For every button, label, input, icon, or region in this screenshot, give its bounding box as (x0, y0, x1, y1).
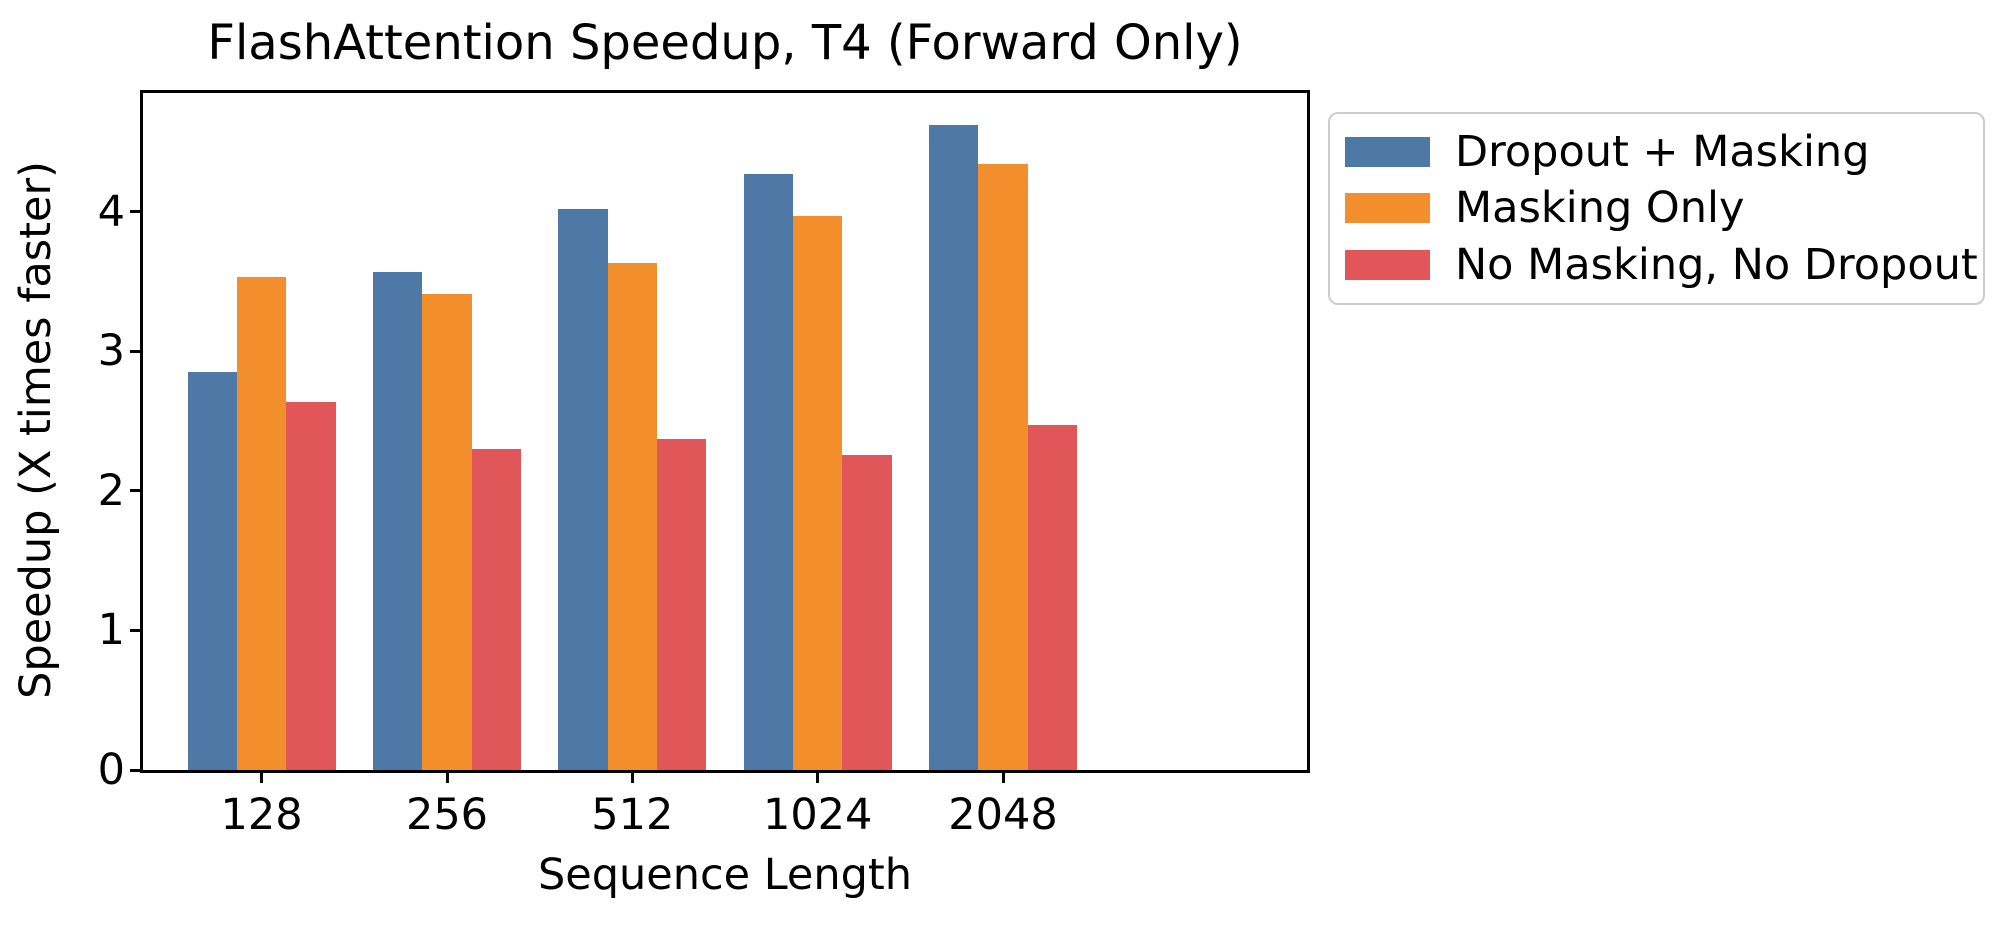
x-axis-label: Sequence Length (537, 850, 913, 900)
y-tick-label: 3 (97, 326, 125, 377)
x-tick-mark (1001, 773, 1005, 783)
bar-no-masking-no-dropout-128 (286, 401, 336, 770)
y-tick-mark (130, 210, 140, 214)
legend-label: Masking Only (1455, 183, 1745, 234)
y-tick-label: 0 (97, 745, 125, 795)
bar-masking-only-512 (607, 263, 657, 770)
x-tick-mark (816, 773, 820, 783)
bar-no-masking-no-dropout-512 (657, 439, 707, 770)
bar-masking-only-128 (236, 277, 287, 770)
legend-row: No Masking, No Dropout (1345, 240, 1978, 290)
x-tick-mark (260, 773, 264, 783)
legend-label: Dropout + Masking (1455, 127, 1870, 178)
x-tick-label: 1024 (762, 790, 873, 840)
legend-row: Dropout + Masking (1345, 127, 1969, 177)
y-tick-mark (130, 489, 140, 493)
y-tick-mark (130, 768, 140, 772)
legend-label: No Masking, No Dropout (1455, 239, 1978, 290)
bar-no-masking-no-dropout-2048 (1027, 425, 1078, 770)
y-tick-mark (130, 349, 140, 353)
legend-swatch-blue (1345, 137, 1430, 168)
legend-swatch-orange (1345, 193, 1430, 224)
x-tick-label: 2048 (948, 790, 1058, 840)
chart-title: FlashAttention Speedup, T4 (Forward Only… (207, 15, 1243, 71)
bar-dropout-masking-512 (558, 208, 608, 770)
bar-masking-only-256 (422, 294, 472, 770)
bar-masking-only-1024 (793, 215, 843, 770)
x-tick-label: 512 (591, 790, 674, 840)
legend-row: Masking Only (1345, 183, 1969, 233)
bar-dropout-masking-1024 (743, 174, 793, 770)
legend-swatch-red (1345, 249, 1430, 280)
legend: Dropout + Masking Masking Only No Maskin… (1328, 112, 1985, 305)
y-tick-label: 1 (97, 605, 125, 656)
x-tick-label: 128 (220, 790, 303, 840)
bar-masking-only-2048 (978, 164, 1028, 770)
bar-dropout-masking-128 (187, 372, 237, 770)
bar-no-masking-no-dropout-1024 (842, 454, 892, 770)
x-tick-mark (630, 773, 634, 783)
y-tick-label: 4 (97, 186, 125, 237)
plot-area (140, 90, 1310, 773)
bar-no-masking-no-dropout-256 (471, 448, 522, 770)
bars-layer (143, 93, 1307, 770)
y-tick-label: 2 (97, 465, 125, 516)
x-tick-label: 256 (405, 790, 489, 840)
y-tick-mark (130, 628, 140, 632)
bar-dropout-masking-256 (372, 271, 423, 770)
bar-dropout-masking-2048 (928, 125, 979, 770)
y-axis-label: Speedup (X times faster) (11, 161, 61, 699)
x-tick-mark (445, 773, 449, 783)
